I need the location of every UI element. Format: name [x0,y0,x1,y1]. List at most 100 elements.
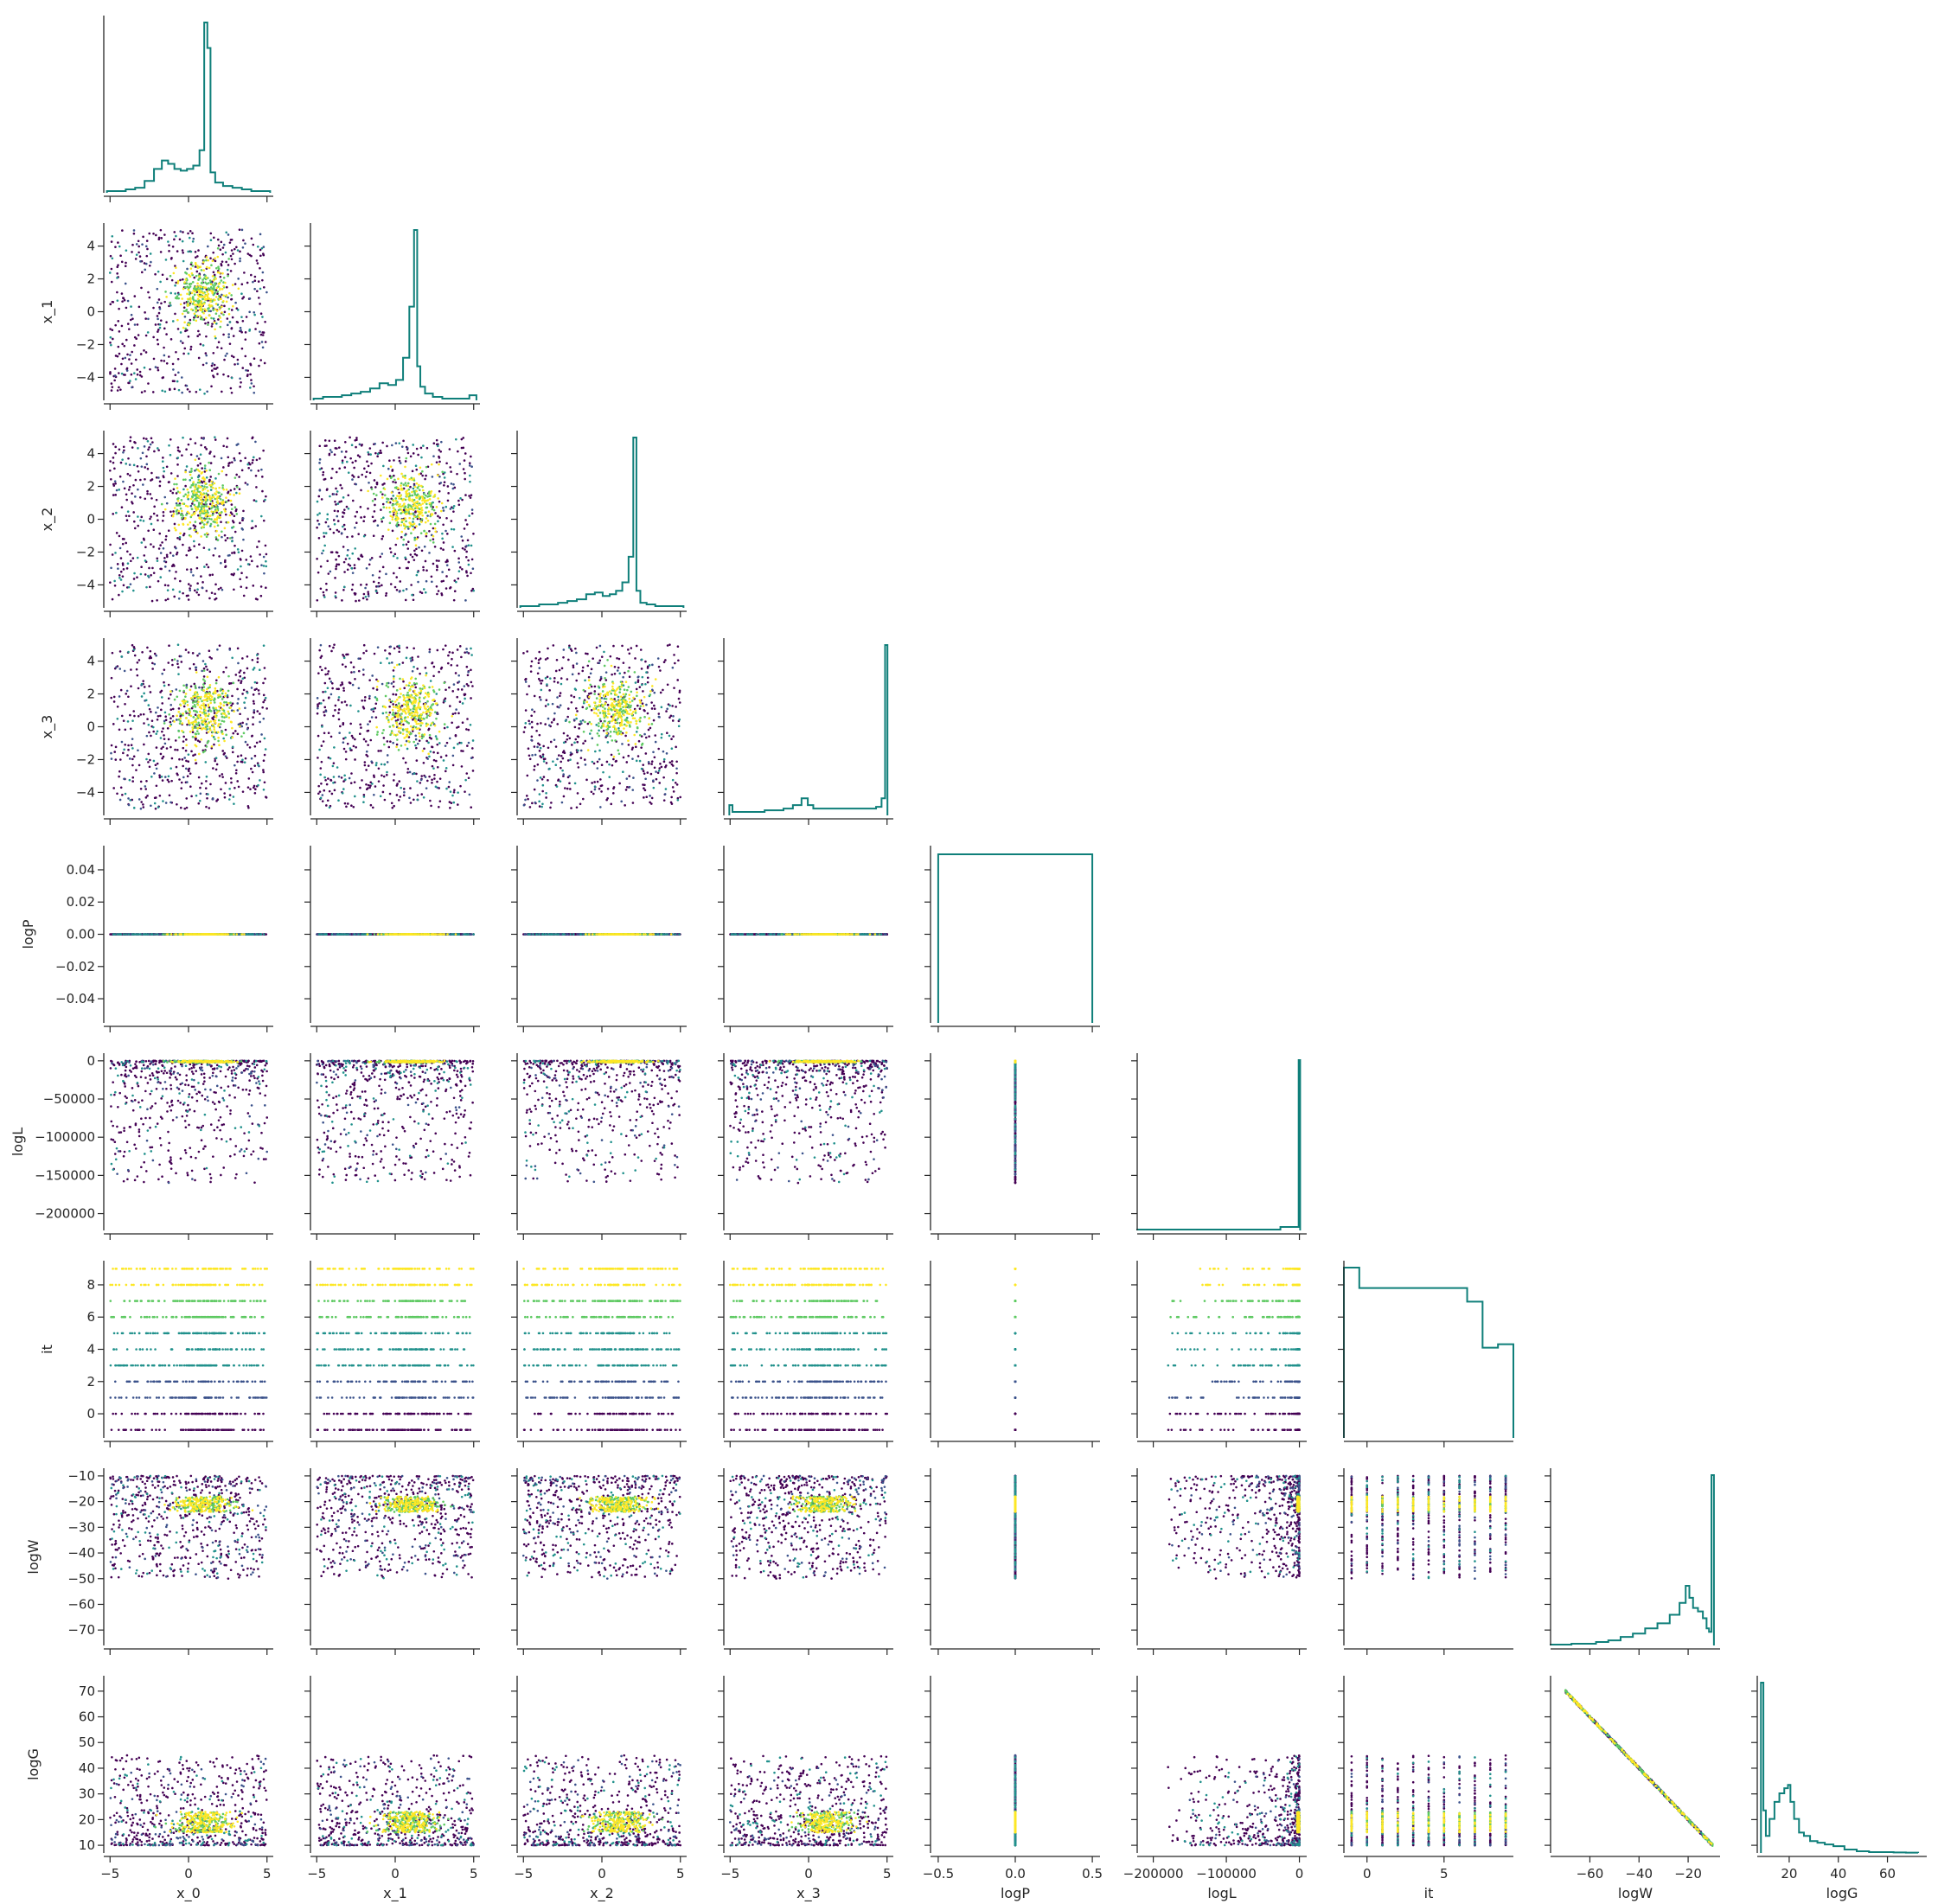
scatter-point [367,508,369,510]
scatter-point [237,648,240,650]
scatter-point [145,263,148,265]
scatter-point [137,557,139,559]
scatter-point [431,704,433,706]
scatter-point [439,482,442,484]
scatter-point [329,645,331,648]
scatter-point [373,581,375,584]
scatter-point [147,468,150,470]
scatter-point [220,587,222,590]
scatter-point [361,700,363,702]
scatter-point [369,559,372,561]
scatter-point [240,680,243,682]
scatter-point [198,502,201,504]
scatter-point [140,457,143,460]
scatter-point [321,498,323,501]
scatter-point [141,391,144,393]
scatter-point [165,259,168,261]
scatter-point [161,390,163,393]
scatter-point [415,548,418,551]
scatter-point [117,320,119,323]
scatter-point [214,738,216,741]
scatter-point [113,751,116,753]
scatter-point [146,490,149,493]
scatter-point [417,510,419,513]
scatter-point [216,310,219,312]
scatter-point [151,662,154,665]
scatter-point [145,780,148,783]
scatter-point [203,565,206,568]
scatter-point [342,683,344,686]
scatter-point [233,802,235,805]
scatter-point [199,787,201,789]
scatter-point [197,697,200,700]
scatter-point [342,788,345,790]
scatter-point [231,461,233,463]
scatter-point [387,740,389,743]
scatter-point [190,751,193,753]
scatter-point [189,689,192,692]
scatter-point [428,495,431,497]
scatter-point [189,785,192,788]
scatter-point [111,281,113,284]
scatter-point [160,747,163,750]
scatter-point [221,530,223,533]
scatter-point [210,720,213,723]
scatter-point [199,388,201,391]
scatter-point [220,248,222,251]
scatter-point [175,235,177,238]
scatter-point [112,553,114,556]
scatter-point [254,441,257,444]
scatter-point [426,700,429,703]
scatter-point [413,488,415,490]
scatter-point [169,693,172,696]
scatter-point [204,281,207,284]
scatter-point [376,699,379,701]
scatter-point [191,272,194,275]
scatter-point [382,566,385,569]
scatter-point [263,694,265,697]
scatter-point [251,757,253,760]
scatter-point [181,661,183,663]
scatter-point [181,730,183,732]
scatter-point [181,454,183,457]
scatter-point [437,474,439,476]
scatter-point [375,762,378,764]
scatter-point [163,360,166,362]
scatter-point [355,437,358,439]
scatter-point [173,513,176,515]
scatter-point [398,749,400,751]
scatter-point [157,369,160,372]
scatter-point [121,325,124,328]
scatter-point [327,687,329,689]
scatter-point [422,735,425,738]
scatter-point [124,357,126,360]
scatter-point [126,550,129,553]
scatter-point [419,687,421,690]
scatter-point [421,475,424,477]
scatter-point [186,293,189,296]
scatter-point [192,736,195,738]
scatter-point [351,444,354,446]
scatter-point [419,782,422,784]
scatter-point [426,447,429,450]
scatter-point [338,530,341,533]
scatter-point [127,457,130,460]
scatter-point [414,553,417,556]
scatter-point [129,779,131,782]
scatter-point [262,254,265,257]
scatter-point [233,710,235,712]
scatter-point [438,457,441,459]
scatter-point [326,559,329,562]
scatter-point [176,475,179,477]
scatter-point [233,545,236,547]
scatter-point [398,702,400,705]
scatter-point [432,689,435,692]
y-tick-label: 4 [86,654,95,669]
scatter-point [174,523,176,526]
scatter-point [121,458,124,461]
scatter-point [162,460,164,463]
scatter-point [399,442,401,444]
scatter-point [190,505,193,508]
scatter-point [169,794,171,796]
scatter-point [246,723,248,725]
